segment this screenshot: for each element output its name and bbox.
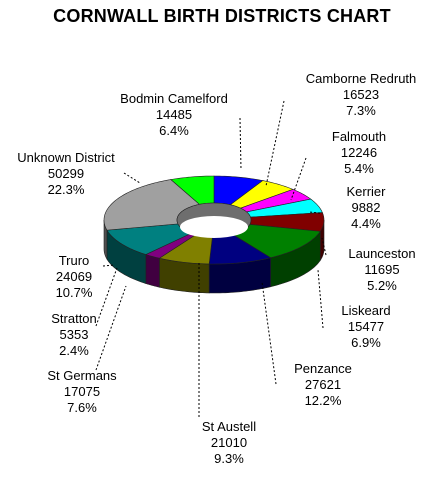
slice-label-liskeard: Liskeard 15477 6.9% — [326, 303, 406, 351]
slice-label-penzance: Penzance 27621 12.2% — [278, 361, 368, 409]
donut-hole — [177, 203, 251, 238]
slice-label-value: 9882 — [326, 200, 406, 216]
slice-label-name: Truro — [44, 253, 104, 269]
slice-label-value: 50299 — [2, 166, 130, 182]
leader-line-penzance — [262, 282, 276, 384]
slice-label-name: Bodmin Camelford — [108, 91, 240, 107]
slice-label-name: Kerrier — [326, 184, 406, 200]
slice-label-unknown-district: Unknown District 50299 22.3% — [2, 150, 130, 198]
slice-label-name: Liskeard — [326, 303, 406, 319]
side-wall-stratton — [146, 255, 160, 288]
slice-label-truro: Truro 24069 10.7% — [44, 253, 104, 301]
slice-label-bodmin-camelford: Bodmin Camelford 14485 6.4% — [108, 91, 240, 139]
slice-label-percent: 5.2% — [332, 278, 432, 294]
slice-label-value: 16523 — [296, 87, 426, 103]
hole-opening — [180, 216, 248, 238]
slice-label-value: 14485 — [108, 107, 240, 123]
slice-label-camborne-redruth: Camborne Redruth 16523 7.3% — [296, 71, 426, 119]
slice-label-launceston: Launceston 11695 5.2% — [332, 246, 432, 294]
slice-label-percent: 10.7% — [44, 285, 104, 301]
slice-label-percent: 4.4% — [326, 216, 406, 232]
slice-label-name: St Germans — [37, 368, 127, 384]
slice-label-value: 12246 — [314, 145, 404, 161]
leader-line-camborne-redruth — [266, 101, 284, 186]
slice-label-percent: 7.6% — [37, 400, 127, 416]
slice-label-st-germans: St Germans 17075 7.6% — [37, 368, 127, 416]
slice-label-value: 5353 — [44, 327, 104, 343]
slice-label-name: Penzance — [278, 361, 368, 377]
slice-label-kerrier: Kerrier 9882 4.4% — [326, 184, 406, 232]
slice-label-percent: 6.4% — [108, 123, 240, 139]
slice-label-value: 15477 — [326, 319, 406, 335]
slice-label-name: Camborne Redruth — [296, 71, 426, 87]
slice-label-stratton: Stratton 5353 2.4% — [44, 311, 104, 359]
slice-label-value: 17075 — [37, 384, 127, 400]
slice-label-name: Launceston — [332, 246, 432, 262]
leader-line-liskeard — [318, 270, 323, 328]
slice-label-name: Falmouth — [314, 129, 404, 145]
slice-label-value: 27621 — [278, 377, 368, 393]
slice-label-percent: 22.3% — [2, 182, 130, 198]
leader-line-bodmin-camelford — [240, 118, 241, 170]
slice-label-value: 21010 — [186, 435, 272, 451]
slice-label-value: 24069 — [44, 269, 104, 285]
slice-label-name: St Austell — [186, 419, 272, 435]
slice-label-percent: 6.9% — [326, 335, 406, 351]
slice-label-falmouth: Falmouth 12246 5.4% — [314, 129, 404, 177]
slice-label-st-austell: St Austell 21010 9.3% — [186, 419, 272, 467]
slice-label-name: Stratton — [44, 311, 104, 327]
slice-label-percent: 2.4% — [44, 343, 104, 359]
slice-label-percent: 9.3% — [186, 451, 272, 467]
slice-label-percent: 5.4% — [314, 161, 404, 177]
slice-label-percent: 7.3% — [296, 103, 426, 119]
slice-label-name: Unknown District — [2, 150, 130, 166]
slice-label-value: 11695 — [332, 262, 432, 278]
slice-label-percent: 12.2% — [278, 393, 368, 409]
